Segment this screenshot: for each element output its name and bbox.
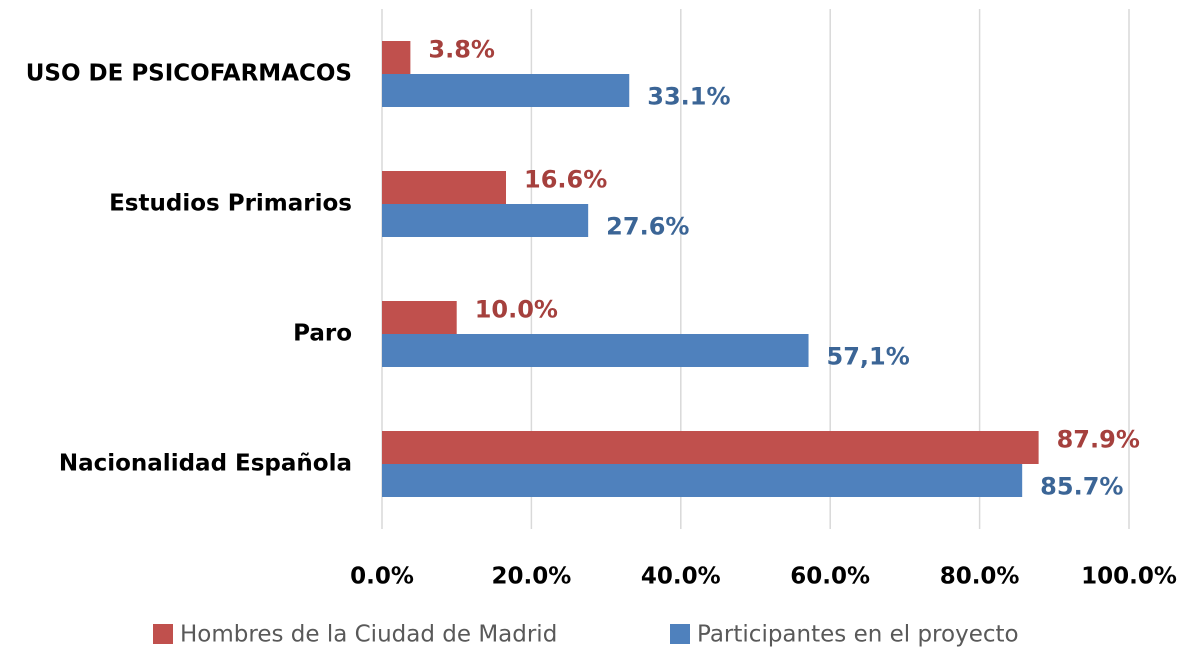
bar — [382, 334, 809, 367]
value-label: 85.7% — [1040, 473, 1123, 501]
value-label: 33.1% — [647, 83, 730, 111]
value-label: 10.0% — [475, 296, 558, 324]
x-tick-label: 40.0% — [641, 564, 721, 590]
bar — [382, 431, 1039, 464]
y-tick-label: Estudios Primarios — [109, 191, 352, 217]
bar — [382, 464, 1023, 497]
x-tick-label: 80.0% — [940, 564, 1020, 590]
bar — [382, 301, 457, 334]
y-tick-label: USO DE PSICOFARMACOS — [26, 61, 352, 87]
x-tick-label: 0.0% — [350, 564, 414, 590]
legend-swatch — [670, 624, 690, 644]
y-tick-label: Nacionalidad Española — [59, 451, 352, 477]
value-label: 27.6% — [606, 213, 689, 241]
value-label: 87.9% — [1057, 426, 1140, 454]
legend-label: Hombres de la Ciudad de Madrid — [180, 622, 557, 648]
value-label: 16.6% — [524, 166, 607, 194]
legend-label: Participantes en el proyecto — [697, 622, 1019, 648]
bar — [382, 171, 507, 204]
y-tick-label: Paro — [293, 321, 352, 347]
legend-swatch — [153, 624, 173, 644]
x-tick-label: 60.0% — [790, 564, 870, 590]
value-label: 57,1% — [827, 343, 910, 371]
bar — [382, 41, 411, 74]
x-tick-label: 100.0% — [1081, 564, 1177, 590]
x-tick-label: 20.0% — [492, 564, 572, 590]
bar — [382, 204, 589, 237]
bar — [382, 74, 630, 107]
value-label: 3.8% — [428, 36, 495, 64]
